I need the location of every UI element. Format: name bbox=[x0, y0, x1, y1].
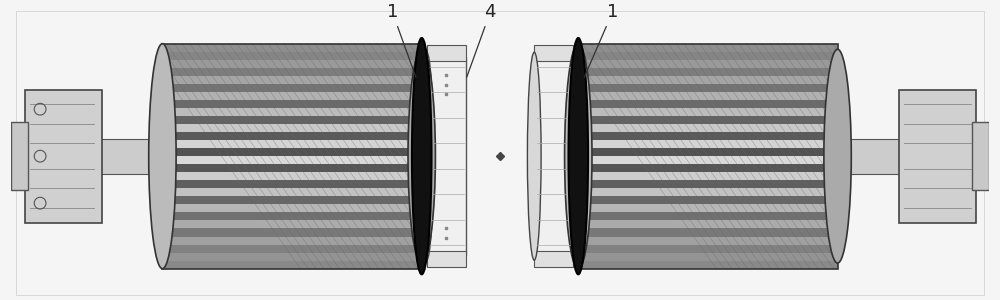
Bar bbox=[162, 164, 422, 172]
Bar bbox=[162, 52, 422, 60]
Bar bbox=[162, 212, 422, 220]
Bar bbox=[162, 60, 422, 68]
Bar bbox=[162, 116, 422, 124]
Bar bbox=[578, 253, 838, 261]
Bar bbox=[162, 124, 422, 132]
Bar bbox=[162, 148, 422, 156]
Ellipse shape bbox=[527, 52, 541, 260]
Bar bbox=[162, 172, 422, 180]
Bar bbox=[578, 108, 838, 116]
Bar bbox=[11, 122, 28, 190]
Bar bbox=[578, 172, 838, 180]
Bar bbox=[578, 212, 838, 220]
Bar bbox=[899, 90, 976, 223]
Bar bbox=[578, 156, 838, 164]
Bar bbox=[162, 204, 422, 212]
Bar bbox=[578, 196, 838, 204]
Ellipse shape bbox=[149, 44, 176, 269]
Bar bbox=[578, 44, 838, 269]
Bar bbox=[25, 90, 102, 223]
Bar bbox=[578, 164, 838, 172]
Bar bbox=[162, 180, 422, 188]
Bar bbox=[578, 236, 838, 244]
Bar bbox=[578, 124, 838, 132]
Ellipse shape bbox=[568, 38, 588, 274]
Bar bbox=[162, 44, 422, 269]
Bar bbox=[578, 220, 838, 229]
Bar bbox=[162, 253, 422, 261]
Bar bbox=[578, 140, 838, 148]
Bar bbox=[162, 156, 422, 164]
Bar bbox=[578, 60, 838, 68]
Bar bbox=[578, 116, 838, 124]
Bar bbox=[534, 45, 573, 61]
Bar bbox=[578, 244, 838, 253]
Text: 1: 1 bbox=[387, 3, 416, 77]
Bar bbox=[162, 140, 422, 148]
Bar bbox=[162, 244, 422, 253]
Bar bbox=[578, 229, 838, 236]
Bar bbox=[578, 261, 838, 269]
Bar bbox=[162, 132, 422, 140]
Bar bbox=[162, 68, 422, 76]
Ellipse shape bbox=[824, 49, 851, 263]
Bar bbox=[578, 100, 838, 108]
Ellipse shape bbox=[412, 38, 432, 274]
Text: 1: 1 bbox=[584, 3, 618, 77]
Bar bbox=[972, 122, 989, 190]
Bar bbox=[162, 108, 422, 116]
Bar bbox=[162, 100, 422, 108]
Bar bbox=[578, 44, 838, 269]
Bar bbox=[162, 261, 422, 269]
Bar bbox=[578, 188, 838, 196]
Bar bbox=[162, 236, 422, 244]
Bar bbox=[578, 84, 838, 92]
Bar bbox=[578, 132, 838, 140]
Bar bbox=[162, 44, 422, 52]
Bar bbox=[162, 84, 422, 92]
Bar bbox=[578, 204, 838, 212]
Bar bbox=[578, 180, 838, 188]
Bar bbox=[162, 44, 422, 269]
Bar bbox=[838, 139, 931, 174]
Bar bbox=[578, 92, 838, 100]
Bar bbox=[427, 45, 466, 61]
Bar bbox=[578, 76, 838, 84]
Ellipse shape bbox=[420, 52, 433, 260]
Bar bbox=[162, 196, 422, 204]
Bar bbox=[69, 139, 162, 174]
Bar bbox=[578, 52, 838, 60]
Text: 4: 4 bbox=[467, 3, 496, 77]
Bar bbox=[427, 251, 466, 267]
Bar bbox=[578, 44, 838, 52]
Bar bbox=[578, 68, 838, 76]
Ellipse shape bbox=[565, 44, 592, 269]
Bar bbox=[162, 220, 422, 229]
Bar bbox=[534, 251, 573, 267]
Bar bbox=[162, 76, 422, 84]
Bar bbox=[578, 148, 838, 156]
Bar bbox=[427, 57, 466, 255]
Ellipse shape bbox=[408, 49, 435, 263]
Bar bbox=[162, 188, 422, 196]
Bar bbox=[162, 229, 422, 236]
Bar bbox=[534, 57, 573, 255]
Bar bbox=[162, 92, 422, 100]
